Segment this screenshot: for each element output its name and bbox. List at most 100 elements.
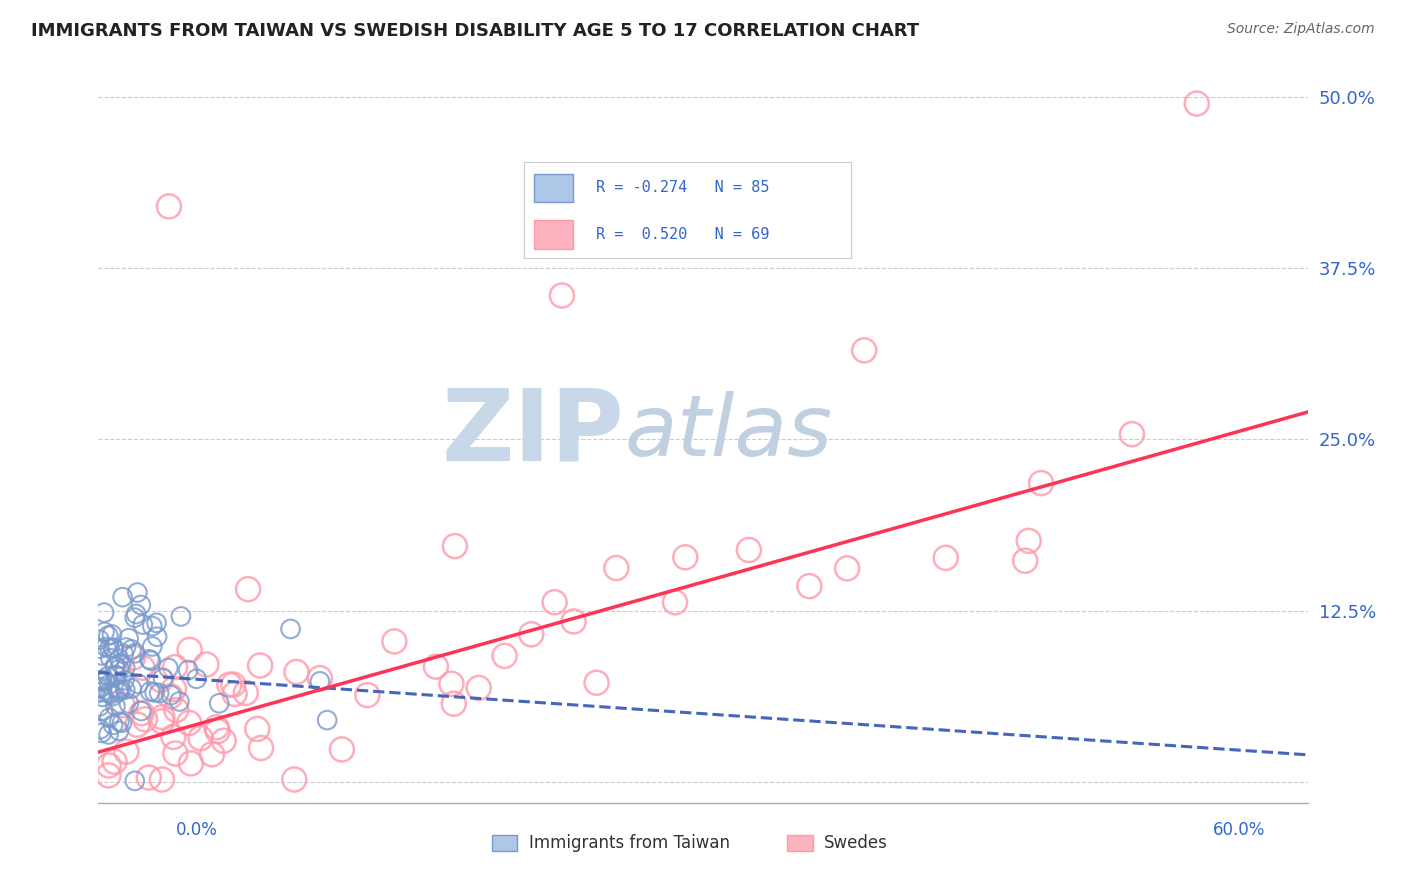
Point xyxy=(114,661,136,675)
Point xyxy=(551,288,574,302)
Point xyxy=(104,660,127,674)
Point xyxy=(101,718,124,732)
Point xyxy=(100,687,122,701)
Point xyxy=(207,724,229,739)
Point xyxy=(134,712,156,726)
Point xyxy=(90,680,112,694)
Point xyxy=(111,698,134,712)
Point xyxy=(169,694,191,708)
Point xyxy=(127,585,149,599)
Point xyxy=(190,731,212,746)
Point xyxy=(141,640,163,654)
Point xyxy=(115,745,138,759)
Point xyxy=(89,699,111,714)
Point xyxy=(89,723,111,737)
Point xyxy=(195,657,218,672)
Point xyxy=(165,747,187,761)
Point xyxy=(122,650,145,665)
Point xyxy=(93,606,115,620)
FancyBboxPatch shape xyxy=(534,219,574,249)
Point xyxy=(1121,427,1143,442)
Point xyxy=(108,723,131,738)
Point xyxy=(444,539,467,553)
Point xyxy=(152,710,174,724)
Point xyxy=(98,677,121,691)
Text: 60.0%: 60.0% xyxy=(1213,821,1265,838)
Point xyxy=(131,661,153,675)
Point xyxy=(1018,533,1040,548)
Point xyxy=(97,686,120,700)
Point xyxy=(246,722,269,736)
Point xyxy=(205,720,228,734)
Point xyxy=(138,652,160,666)
Point xyxy=(149,673,172,687)
Point xyxy=(159,690,181,704)
Point xyxy=(356,688,378,702)
Point xyxy=(108,662,131,676)
Point xyxy=(837,561,859,575)
Point xyxy=(235,686,257,700)
Point xyxy=(160,688,183,702)
Point xyxy=(90,673,112,688)
Point xyxy=(738,543,761,558)
Point xyxy=(250,741,273,756)
Point xyxy=(212,733,235,747)
Point xyxy=(111,590,134,604)
Point xyxy=(163,681,186,696)
Point xyxy=(467,681,489,695)
Point xyxy=(100,651,122,665)
Point xyxy=(562,615,585,629)
Point xyxy=(103,755,125,769)
Point xyxy=(425,659,447,673)
Point xyxy=(89,681,111,696)
Point xyxy=(124,611,146,625)
Point xyxy=(97,758,120,772)
Point xyxy=(585,675,607,690)
Point xyxy=(125,607,148,621)
Point xyxy=(494,648,516,663)
Point xyxy=(104,699,127,714)
Point xyxy=(89,641,111,656)
Point xyxy=(108,714,131,729)
Text: R = -0.274   N = 85: R = -0.274 N = 85 xyxy=(596,180,769,195)
Point xyxy=(97,727,120,741)
Point xyxy=(605,561,627,575)
Point xyxy=(218,678,240,692)
Point xyxy=(236,582,259,597)
Point xyxy=(98,641,121,656)
Point xyxy=(309,674,332,689)
Point xyxy=(382,634,405,648)
Point xyxy=(90,726,112,740)
Point xyxy=(157,199,180,213)
Point xyxy=(91,690,114,704)
Point xyxy=(179,715,201,730)
Point xyxy=(94,674,117,689)
Point xyxy=(129,704,152,718)
Point xyxy=(162,730,184,744)
Point xyxy=(935,550,957,565)
Text: IMMIGRANTS FROM TAIWAN VS SWEDISH DISABILITY AGE 5 TO 17 CORRELATION CHART: IMMIGRANTS FROM TAIWAN VS SWEDISH DISABI… xyxy=(31,22,920,40)
Point xyxy=(1185,96,1208,111)
Point xyxy=(131,706,153,720)
Point xyxy=(177,663,200,677)
Point xyxy=(110,682,132,697)
Point xyxy=(97,768,120,782)
Point xyxy=(112,647,135,661)
Point xyxy=(91,704,114,718)
Point xyxy=(186,672,208,686)
Point xyxy=(97,669,120,683)
Point xyxy=(157,661,180,675)
Point xyxy=(165,660,187,674)
Point xyxy=(179,643,201,657)
FancyBboxPatch shape xyxy=(534,174,574,202)
Point xyxy=(98,711,121,725)
Point xyxy=(139,654,162,668)
Point xyxy=(127,717,149,731)
Point xyxy=(90,684,112,698)
Point xyxy=(110,657,132,671)
Point xyxy=(201,747,224,762)
Point xyxy=(118,697,141,711)
Point xyxy=(101,641,124,656)
Text: Swedes: Swedes xyxy=(824,834,887,852)
Point xyxy=(208,696,231,710)
